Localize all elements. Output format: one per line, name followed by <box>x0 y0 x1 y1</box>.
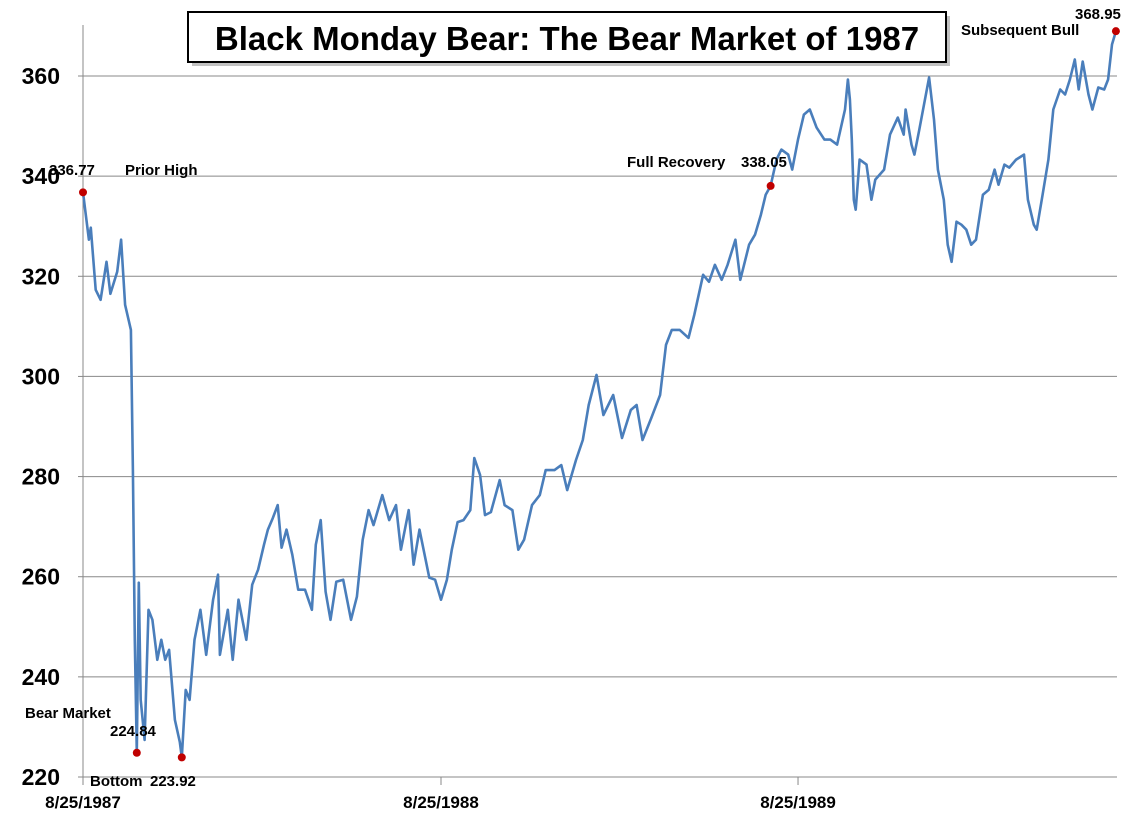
annotation-prior-high-label: Prior High <box>125 162 198 179</box>
chart-title: Black Monday Bear: The Bear Market of 19… <box>215 20 919 57</box>
y-tick-label: 240 <box>22 664 60 690</box>
x-tick-label: 8/25/1989 <box>760 793 836 812</box>
annotation-prior-high-value: 336.77 <box>49 162 95 179</box>
chart-title-box: Black Monday Bear: The Bear Market of 19… <box>187 11 950 66</box>
y-tick-label: 300 <box>22 363 60 389</box>
series-line-path <box>81 30 1118 759</box>
annotation-subsequent-bull-label: Subsequent Bull <box>961 22 1079 39</box>
series-line <box>81 30 1118 759</box>
y-tick-label: 280 <box>22 464 60 490</box>
markers <box>79 27 1120 762</box>
data-point-marker <box>1111 27 1120 36</box>
annotation-bottom-value: 223.92 <box>150 773 196 790</box>
annotation-full-recovery-value: 338.05 <box>741 154 787 171</box>
data-point-marker <box>766 181 775 190</box>
annotation-bear-market-value: 224.84 <box>110 723 157 740</box>
y-tick-label: 220 <box>22 764 60 790</box>
y-tick-label: 320 <box>22 263 60 289</box>
annotation-bottom-label: Bottom <box>90 773 143 790</box>
data-point-marker <box>132 748 141 757</box>
y-tick-label: 360 <box>22 63 60 89</box>
annotation-bear-market-label: Bear Market <box>25 705 111 722</box>
x-axis: 8/25/1987 8/25/1988 8/25/1989 <box>45 777 836 812</box>
gridlines <box>83 75 1117 778</box>
y-axis: 220 240 260 280 300 320 340 360 <box>22 63 83 790</box>
y-tick-label: 260 <box>22 564 60 590</box>
x-tick-label: 8/25/1987 <box>45 793 121 812</box>
annotation-full-recovery-label: Full Recovery <box>627 154 726 171</box>
y-tick-label: 340 <box>22 163 60 189</box>
x-tick-label: 8/25/1988 <box>403 793 479 812</box>
data-point-marker <box>79 188 87 197</box>
annotation-subsequent-bull-value: 368.95 <box>1075 6 1121 23</box>
data-point-marker <box>177 753 186 762</box>
